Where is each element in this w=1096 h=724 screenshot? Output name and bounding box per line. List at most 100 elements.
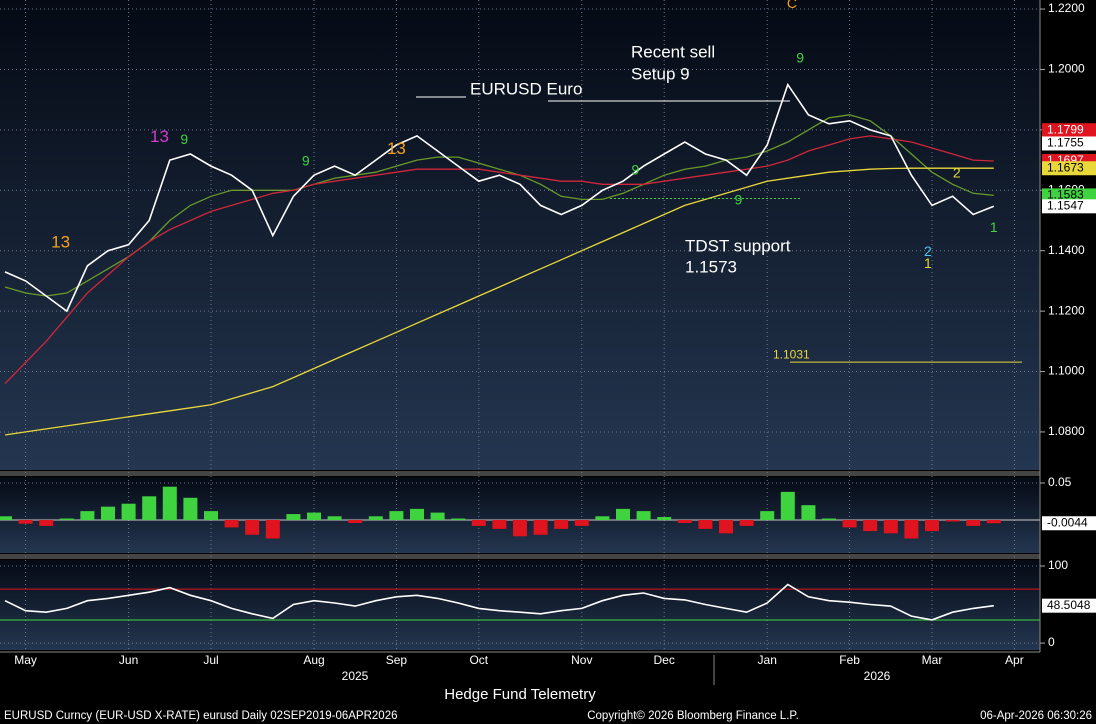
bar <box>348 519 363 523</box>
value-label: 1.1547 <box>1047 198 1084 212</box>
footer-right: 06-Apr-2026 06:30:26 <box>980 710 1092 722</box>
x-tick-label: Jul <box>203 653 218 667</box>
value-label: 1.1799 <box>1047 122 1084 136</box>
year-label: 2026 <box>864 669 891 683</box>
bar <box>451 518 466 520</box>
bar <box>101 506 115 520</box>
bar <box>677 519 692 523</box>
bar <box>945 519 960 522</box>
chart-title: EURUSD Euro <box>470 79 582 98</box>
bar <box>822 518 836 520</box>
footer-left: EURUSD Curncy (EUR-USD X-RATE) eurusd Da… <box>4 710 397 722</box>
value-box <box>1042 598 1096 613</box>
bar <box>307 512 321 520</box>
footer-center: Copyright© 2026 Bloomberg Finance L.P. <box>587 710 799 722</box>
td-count: 13 <box>150 127 169 146</box>
td-count: 2 <box>924 243 932 259</box>
bar <box>739 519 754 526</box>
value-box <box>1042 123 1096 138</box>
value-label: 48.5048 <box>1047 598 1091 612</box>
bar <box>368 516 383 520</box>
series-line <box>4 114 994 297</box>
bar <box>80 511 95 520</box>
y-tick-label: 1.1400 <box>1048 243 1085 257</box>
divider <box>0 471 1040 476</box>
value-box <box>1042 199 1096 214</box>
bar <box>966 519 981 526</box>
series-line <box>4 82 995 313</box>
bar <box>554 519 569 529</box>
x-tick-label: Dec <box>654 653 675 667</box>
x-tick-label: Feb <box>839 653 860 667</box>
x-tick-label: Nov <box>571 653 592 667</box>
bar <box>183 497 198 520</box>
bar <box>121 503 136 520</box>
y-tick-label: 1.1000 <box>1048 364 1085 378</box>
series-line <box>4 583 994 621</box>
bar <box>883 519 898 534</box>
bar <box>842 519 857 528</box>
td-count: 9 <box>302 152 310 168</box>
price-panel <box>0 0 1040 470</box>
bar <box>204 511 218 520</box>
x-tick-label: Apr <box>1005 653 1024 667</box>
bar <box>513 519 527 537</box>
bar <box>595 516 610 520</box>
x-tick-label: Sep <box>386 653 408 667</box>
bar <box>265 519 280 539</box>
bar <box>801 505 816 520</box>
td-count: 2 <box>953 164 961 180</box>
bar <box>410 508 424 520</box>
bar <box>986 519 1001 524</box>
bar <box>616 508 630 520</box>
target-label: 1.1031 <box>773 347 810 361</box>
bar <box>39 519 54 526</box>
bar <box>245 519 260 535</box>
value-box <box>1042 516 1096 531</box>
series-line <box>4 135 994 385</box>
td-count: 9 <box>180 131 188 147</box>
x-tick-label: Oct <box>469 653 488 667</box>
annotation: Setup 9 <box>631 64 690 83</box>
y-tick-label: 1.2000 <box>1048 62 1085 76</box>
bar <box>636 511 651 520</box>
bar <box>59 518 74 520</box>
header: Hedge Fund Telemetry <box>444 686 596 703</box>
bar <box>904 519 919 539</box>
divider <box>0 554 1040 559</box>
bar <box>698 519 713 529</box>
td-count: 13 <box>51 233 70 252</box>
series-line <box>4 167 994 436</box>
bar <box>327 516 342 520</box>
y-tick-label: 1.2200 <box>1048 1 1085 15</box>
bar <box>18 519 33 524</box>
y-tick-label: 0.05 <box>1048 475 1072 489</box>
value-box <box>1042 188 1096 203</box>
value-label: 1.1583 <box>1047 188 1084 202</box>
value-box <box>1042 136 1096 151</box>
bar <box>780 491 795 520</box>
footer-bar <box>0 705 1096 724</box>
td-count: 1 <box>990 219 998 235</box>
plot-layer: May Jun Jul Aug Sep Oct Nov Dec Jan Feb Mar Apr 1.08… <box>0 0 1096 667</box>
bar <box>760 511 775 520</box>
bar <box>471 519 486 526</box>
annotation: Recent sell <box>631 42 715 61</box>
bar <box>863 519 878 532</box>
bar <box>574 519 589 526</box>
x-tick-label: Aug <box>303 653 324 667</box>
td-count: 9 <box>796 50 804 66</box>
annotation: TDST support <box>685 236 791 255</box>
value-box <box>1042 161 1096 176</box>
bar <box>719 519 733 534</box>
bar <box>286 514 301 520</box>
td-count: 9 <box>631 161 639 177</box>
bar <box>0 516 12 520</box>
x-tick-label: May <box>14 653 37 667</box>
bar <box>657 517 672 520</box>
td-count: C <box>787 0 797 11</box>
year-label: 2025 <box>342 669 369 683</box>
bar <box>925 519 939 532</box>
td-count: 1 <box>924 255 932 271</box>
